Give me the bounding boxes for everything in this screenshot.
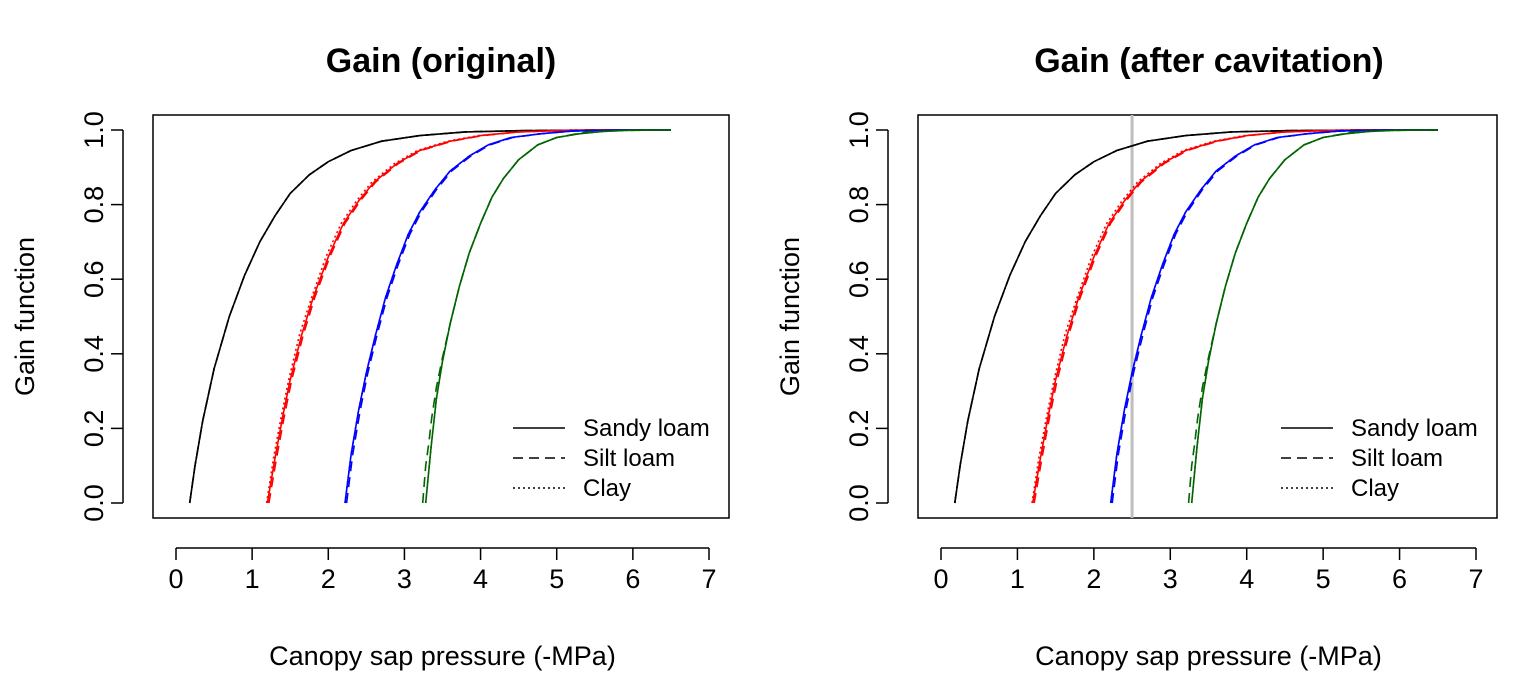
y-tick-label: 0.2 [79,410,109,448]
x-tick-label: 7 [701,564,716,594]
y-tick-label: 0.4 [844,335,874,373]
chart-panel-1: Gain (original) 0 1 2 3 4 5 6 7 0.0 0.2 0.4 0.6 0.8 1.… [10,42,730,671]
series-line-12 [424,129,671,504]
plot-area-border [152,114,730,519]
series-line-2 [188,129,671,504]
x-tick-label: 6 [625,564,640,594]
x-tick-label: 3 [397,564,412,594]
x-tick-label: 5 [549,564,564,594]
series-line-5 [1033,129,1438,504]
x-tick-label: 5 [1316,564,1331,594]
x-axis-label: Canopy sap pressure (-MPa) [269,641,616,671]
x-tick-label: 1 [245,564,260,594]
chart-title: Gain (after cavitation) [1034,42,1384,80]
y-tick-label: 0.0 [844,484,874,522]
series-line-12 [1190,129,1438,504]
chart-panel-2: Gain (after cavitation) 0 1 2 3 4 5 6 7 0.0 0.2 0.4… [775,42,1498,671]
y-axis-label: Gain function [775,237,805,396]
x-tick-label: 6 [1392,564,1407,594]
legend-label: Clay [583,475,631,502]
y-tick-label: 0.6 [844,260,874,298]
x-tick-label: 2 [1086,564,1101,594]
legend: Sandy loam Silt loam Clay [1281,415,1478,502]
series-line-5 [268,129,671,504]
y-tick-label: 0.4 [79,335,109,373]
legend-label: Sandy loam [1351,415,1478,442]
x-tick-label: 4 [473,564,488,594]
series-line-9 [344,129,671,504]
legend-label: Silt loam [1351,445,1443,472]
chart-title: Gain (original) [326,42,556,80]
x-tick-label: 0 [168,564,183,594]
y-tick-label: 0.8 [79,186,109,224]
legend: Sandy loam Silt loam Clay [513,415,710,502]
y-tick-label: 0.6 [79,260,109,298]
series-line-11 [421,129,671,504]
x-tick-label: 7 [1468,564,1483,594]
y-tick-label: 0.0 [79,484,109,522]
x-tick-label: 0 [933,564,948,594]
legend-label: Silt loam [583,445,675,472]
y-tick-label: 0.8 [844,186,874,224]
y-axis-label: Gain function [10,237,40,396]
series-line-8 [345,129,671,504]
y-tick-label: 1.0 [79,111,109,149]
series-line-2 [954,129,1438,504]
series-line-9 [1109,129,1438,504]
x-tick-label: 3 [1163,564,1178,594]
x-tick-label: 4 [1239,564,1254,594]
x-axis-label: Canopy sap pressure (-MPa) [1035,641,1382,671]
legend-label: Clay [1351,475,1399,502]
x-tick-label: 1 [1010,564,1025,594]
legend-label: Sandy loam [583,415,710,442]
plot-area-border [917,114,1498,519]
y-tick-label: 1.0 [844,111,874,149]
x-tick-label: 2 [321,564,336,594]
y-tick-label: 0.2 [844,410,874,448]
series-line-11 [1187,129,1438,504]
